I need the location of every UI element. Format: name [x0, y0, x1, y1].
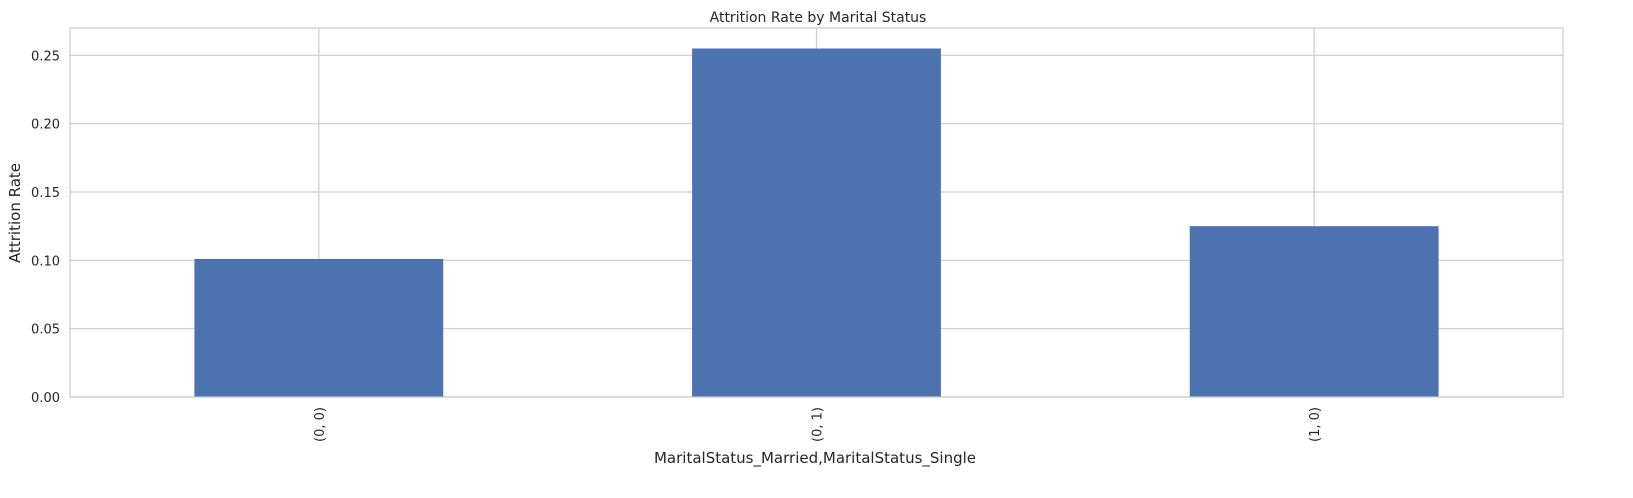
chart-title: Attrition Rate by Marital Status: [710, 10, 927, 26]
y-ticks: 0.00 0.05 0.10 0.15 0.20 0.25: [31, 49, 60, 406]
y-tick-label: 0.00: [31, 391, 60, 406]
x-tick-label: (1, 0): [1308, 407, 1323, 442]
y-tick-label: 0.15: [31, 186, 60, 201]
bar-2: [1189, 226, 1439, 397]
x-tick-label: (0, 1): [811, 407, 826, 442]
y-tick-label: 0.10: [31, 254, 60, 269]
y-tick-label: 0.05: [31, 323, 60, 338]
x-axis-label: MaritalStatus_Married,MaritalStatus_Sing…: [654, 449, 976, 468]
x-ticks: (0, 0) (0, 1) (1, 0): [313, 407, 1323, 442]
y-axis-label: Attrition Rate: [6, 163, 24, 263]
y-tick-label: 0.20: [31, 118, 60, 133]
x-tick-label: (0, 0): [313, 407, 328, 442]
y-tick-label: 0.25: [31, 49, 60, 64]
bar-1: [692, 48, 941, 397]
plot-frame: [69, 27, 1564, 398]
bar-0: [194, 258, 444, 397]
bars-layer: [194, 48, 1439, 397]
